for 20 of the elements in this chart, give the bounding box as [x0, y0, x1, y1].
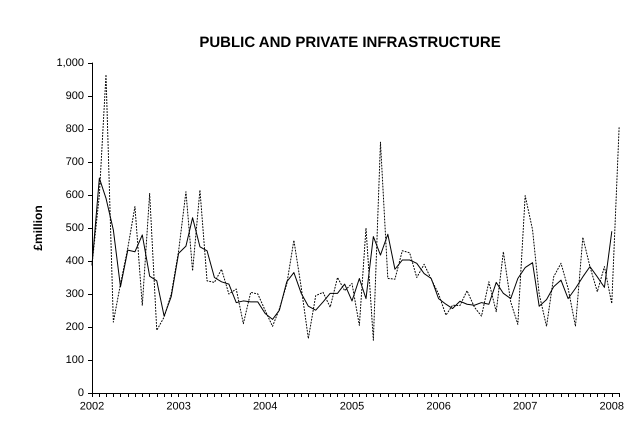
- y-tick-label: 300: [66, 288, 84, 300]
- chart-title: PUBLIC AND PRIVATE INFRASTRUCTURE: [199, 34, 501, 51]
- x-tick-label: 2004: [252, 400, 278, 412]
- y-tick-label: 800: [66, 123, 84, 135]
- x-tick-label: 2005: [340, 400, 364, 412]
- y-tick-label: 100: [66, 354, 84, 366]
- y-tick-label: 200: [66, 321, 84, 333]
- x-tick-label: 2007: [512, 400, 538, 412]
- y-tick-label: 0: [78, 387, 84, 399]
- x-tick-label: 2008: [600, 400, 624, 412]
- x-tick-label: 2003: [166, 400, 191, 412]
- y-tick-label: 400: [66, 255, 84, 267]
- x-tick-label: 2006: [426, 400, 451, 412]
- y-tick-label: 900: [66, 90, 84, 102]
- y-tick-label: 600: [66, 189, 84, 201]
- y-axis-title: £million: [31, 205, 45, 251]
- y-tick-label: 1,000: [56, 57, 84, 69]
- y-tick-label: 500: [66, 222, 84, 234]
- y-tick-label: 700: [66, 156, 84, 168]
- x-tick-label: 2002: [80, 400, 104, 412]
